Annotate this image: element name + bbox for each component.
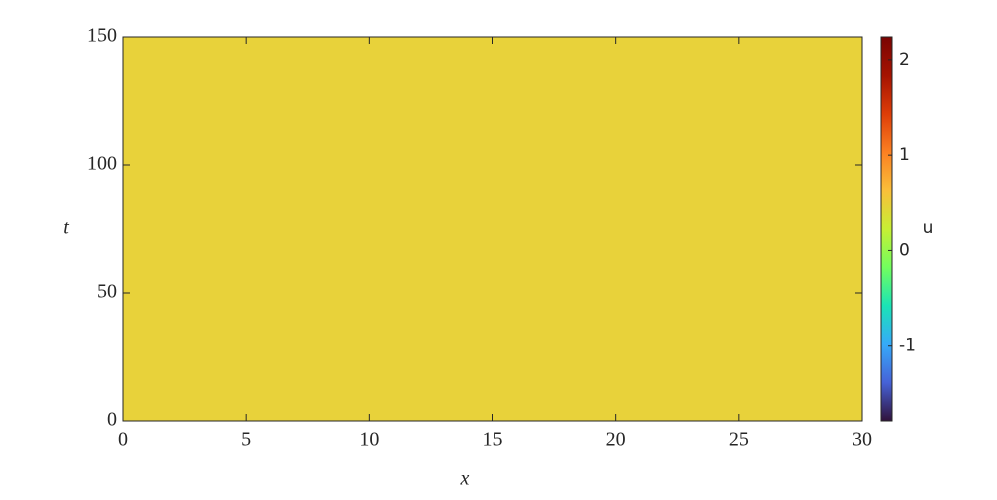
heatmap-field — [123, 37, 862, 421]
y-axis-label: t — [63, 217, 69, 239]
y-tick-label: 150 — [87, 25, 117, 47]
y-tick-label: 50 — [97, 281, 117, 303]
colorbar-tick-label: 0 — [899, 240, 910, 260]
x-tick-label: 25 — [729, 429, 749, 451]
colorbar-tick-label: 1 — [899, 145, 910, 165]
x-tick-label: 0 — [118, 429, 128, 451]
x-axis-label: x — [460, 468, 470, 490]
colorbar-tick-label: 2 — [899, 50, 910, 70]
colorbar-label: u — [923, 218, 934, 238]
y-tick-label: 0 — [107, 409, 117, 431]
x-tick-label: 10 — [359, 429, 379, 451]
colorbar-scale — [880, 36, 893, 422]
x-tick-label: 15 — [483, 429, 503, 451]
colorbar: u -1 0 1 2 — [880, 36, 934, 422]
y-tick-label: 100 — [87, 153, 117, 175]
x-tick-label: 30 — [852, 429, 872, 451]
x-tick-label: 5 — [241, 429, 251, 451]
colorbar-tick-label: -1 — [899, 336, 916, 356]
x-tick-label: 20 — [606, 429, 626, 451]
